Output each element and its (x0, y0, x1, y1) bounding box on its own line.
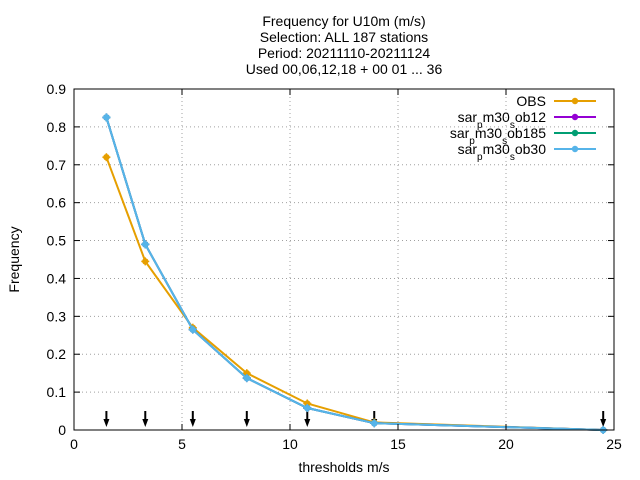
chart-title: Frequency for U10m (m/s)Selection: ALL 1… (246, 13, 443, 77)
legend-label: sarpm30sob30 (458, 141, 547, 163)
threshold-arrow (142, 411, 149, 427)
y-tick-label: 0.7 (47, 157, 67, 173)
y-tick-label: 0.2 (47, 346, 67, 362)
legend-marker (571, 113, 579, 121)
plot-frame (73, 88, 615, 431)
legend-item: OBS (516, 93, 596, 109)
data-point (102, 153, 111, 162)
title-line: Used 00,06,12,18 + 00 01 ... 36 (246, 61, 443, 77)
data-point (303, 404, 312, 413)
threshold-arrow (189, 411, 196, 427)
legend-item: sarpm30sob30 (458, 141, 596, 163)
title-line: Period: 20211110-20211124 (258, 45, 431, 61)
x-tick-label: 5 (178, 436, 186, 452)
series-group (102, 113, 608, 434)
data-point (242, 374, 251, 383)
data-point (141, 257, 150, 266)
threshold-arrow (304, 411, 311, 427)
x-tick-label: 15 (390, 436, 406, 452)
y-tick-label: 0.6 (47, 195, 67, 211)
y-tick-label: 0.8 (47, 119, 67, 135)
series-sar_pm30_sob185 (102, 113, 608, 434)
grid-lines (74, 89, 614, 430)
threshold-arrow (103, 411, 110, 427)
legend-item: sarpm30sob12 (458, 109, 596, 131)
x-tick-label: 10 (282, 436, 298, 452)
title-line: Selection: ALL 187 stations (260, 29, 428, 45)
legend-marker (571, 97, 579, 105)
y-tick-label: 0.4 (47, 270, 67, 286)
y-axis-label: Frequency (6, 226, 22, 292)
legend-label: OBS (516, 93, 546, 109)
title-line: Frequency for U10m (m/s) (262, 13, 425, 29)
threshold-arrow (243, 411, 250, 427)
y-tick-label: 0.3 (47, 308, 67, 324)
series-sar_pm30_sob30 (102, 113, 608, 434)
data-point (188, 325, 197, 334)
y-tick-label: 0 (58, 422, 66, 438)
data-point (141, 240, 150, 249)
legend-marker (571, 129, 579, 137)
threshold-arrow (600, 411, 607, 427)
y-tick-label: 0.9 (47, 81, 67, 97)
series-sar_pm30_sob12 (102, 113, 608, 434)
legend-label: sarpm30sob12 (458, 109, 547, 131)
x-tick-label: 25 (606, 436, 622, 452)
axis-ticks: 0 5 10 15 20 25 0 0.1 0.2 0.3 0.4 0.5 0.6 0.7 0.8 0.9 (47, 81, 622, 452)
x-tick-label: 0 (70, 436, 78, 452)
x-tick-label: 20 (498, 436, 514, 452)
legend-item: sarpm30sob185 (450, 125, 596, 147)
series-line (105, 156, 604, 431)
data-point (370, 419, 379, 428)
legend-marker (571, 145, 579, 153)
y-tick-label: 0.1 (47, 384, 67, 400)
x-axis-label: thresholds m/s (298, 459, 389, 475)
y-tick-label: 0.5 (47, 233, 67, 249)
data-point (102, 113, 111, 122)
legend-label: sarpm30sob185 (450, 125, 546, 147)
